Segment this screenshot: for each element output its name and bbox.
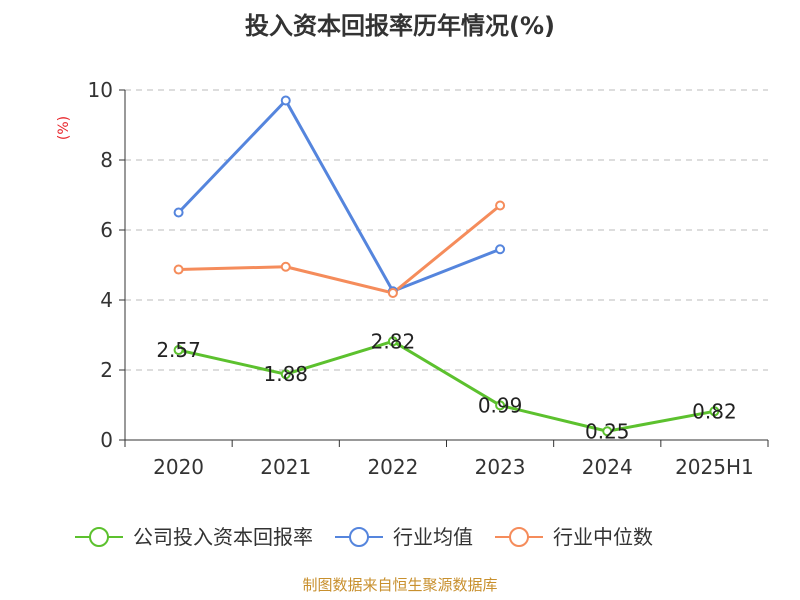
data-point xyxy=(387,288,398,298)
x-tick-label: 2021 xyxy=(260,455,311,479)
series-line xyxy=(178,204,502,295)
x-tick-label: 2022 xyxy=(367,455,418,479)
x-tick-label: 2023 xyxy=(475,455,526,479)
data-label: 1.88 xyxy=(263,362,308,386)
data-labels: 2.57 1.88 2.82 0.99 0.25 0.82 xyxy=(156,329,736,443)
legend-item: 行业均值 xyxy=(335,525,473,549)
x-tick-label: 2024 xyxy=(582,455,633,479)
data-point xyxy=(280,261,291,272)
data-point xyxy=(495,200,506,211)
legend-label: 行业均值 xyxy=(393,525,473,549)
gridlines xyxy=(125,89,768,371)
legend-label: 行业中位数 xyxy=(553,525,653,549)
axes: 0 2 4 6 8 10 2020 2021 2022 2023 2024 2025H1 xyxy=(88,78,769,479)
legend-item: 行业中位数 xyxy=(495,525,653,549)
data-point xyxy=(173,345,184,356)
data-label: 2.57 xyxy=(156,338,201,362)
data-point xyxy=(602,426,613,437)
series-line xyxy=(178,339,715,433)
series-line xyxy=(177,99,501,293)
legend-marker xyxy=(89,527,109,547)
data-point xyxy=(495,244,506,255)
data-point xyxy=(173,264,184,275)
data-label: 2.82 xyxy=(371,329,416,353)
chart-title: 投入资本回报率历年情况(%) xyxy=(245,12,555,40)
y-tick-label: 4 xyxy=(100,288,113,312)
y-axis-label: (%) xyxy=(56,116,72,140)
data-point xyxy=(280,369,291,380)
legend-label: 公司投入资本回报率 xyxy=(133,525,313,549)
series-lines xyxy=(177,99,715,433)
data-point xyxy=(387,336,398,347)
source-note: 制图数据来自恒生聚源数据库 xyxy=(302,576,497,594)
y-tick-label: 10 xyxy=(88,78,113,102)
data-label: 0.82 xyxy=(692,399,737,423)
y-tick-label: 6 xyxy=(100,218,113,242)
legend-marker xyxy=(509,527,529,547)
legend: 公司投入资本回报率 行业均值 行业中位数 xyxy=(75,525,653,549)
x-tick-label: 2025H1 xyxy=(675,455,754,479)
data-point xyxy=(173,207,184,218)
data-label: 0.99 xyxy=(478,393,523,417)
x-tick-label: 2020 xyxy=(153,455,204,479)
data-label: 0.25 xyxy=(585,419,630,443)
legend-marker xyxy=(349,527,369,547)
legend-item: 公司投入资本回报率 xyxy=(75,525,313,549)
data-point xyxy=(709,406,720,417)
data-point xyxy=(495,400,506,411)
y-tick-label: 2 xyxy=(100,358,113,382)
y-tick-label: 0 xyxy=(100,428,113,452)
data-points xyxy=(173,95,720,437)
y-tick-label: 8 xyxy=(100,148,113,172)
data-point xyxy=(280,95,291,106)
